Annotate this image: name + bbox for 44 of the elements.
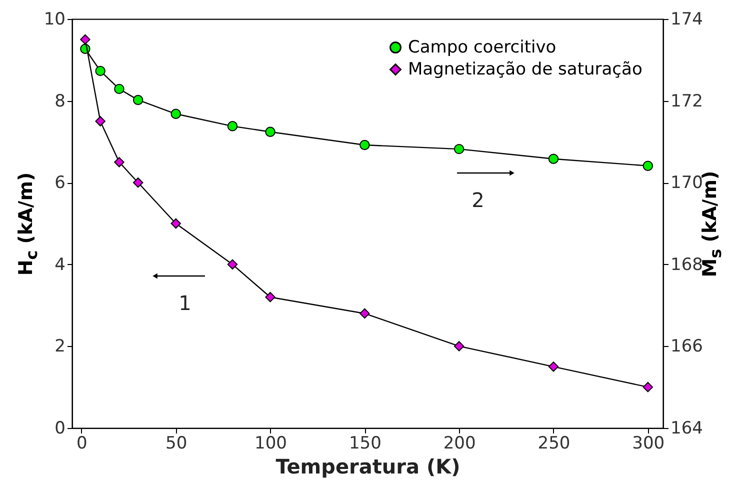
point xyxy=(548,154,559,164)
x-tick-label: 250 xyxy=(538,434,570,454)
y2-tick-label: 170 xyxy=(670,173,703,194)
point xyxy=(360,140,370,150)
y2-tick-label: 172 xyxy=(670,91,703,112)
point xyxy=(454,144,464,154)
point xyxy=(80,34,90,45)
point xyxy=(95,116,106,126)
y-tick-label: 10 xyxy=(44,10,66,30)
annotation: 1 xyxy=(178,291,192,315)
x-tick-label: 200 xyxy=(443,434,476,454)
point xyxy=(132,94,144,106)
point xyxy=(114,157,124,168)
point xyxy=(360,308,370,319)
y-tick-label: 2 xyxy=(54,336,66,357)
point xyxy=(170,108,181,119)
y2-tick-label: 174 xyxy=(670,10,703,30)
x-tick-label: 150 xyxy=(348,434,382,454)
annotation: 2 xyxy=(472,188,484,212)
point xyxy=(227,259,238,270)
x-tick-label: 300 xyxy=(632,434,665,454)
y2-tick-label: 164 xyxy=(670,418,703,438)
y-tick-label: 6 xyxy=(54,173,66,194)
point xyxy=(114,84,124,94)
point xyxy=(227,121,238,132)
point xyxy=(170,218,181,229)
point xyxy=(642,160,654,171)
point xyxy=(642,382,654,392)
y2-tick-label: 166 xyxy=(670,336,703,357)
x-tick-label: 50 xyxy=(166,434,188,454)
y-tick-label: 0 xyxy=(54,418,66,438)
point xyxy=(454,341,464,352)
point xyxy=(548,362,559,372)
x-tick-label: 100 xyxy=(254,434,287,454)
point xyxy=(265,126,276,137)
x-axis-title: Temperatura (K) xyxy=(276,454,460,478)
y-tick-label: 4 xyxy=(54,254,66,275)
point xyxy=(95,66,106,76)
x-tick-label: 0 xyxy=(76,434,88,454)
point xyxy=(265,292,276,302)
point xyxy=(132,177,144,188)
legend-label: Campo coercitivo xyxy=(408,38,556,58)
legend-label: Magnetização de saturação xyxy=(408,60,642,80)
y-tick-label: 8 xyxy=(54,91,66,112)
